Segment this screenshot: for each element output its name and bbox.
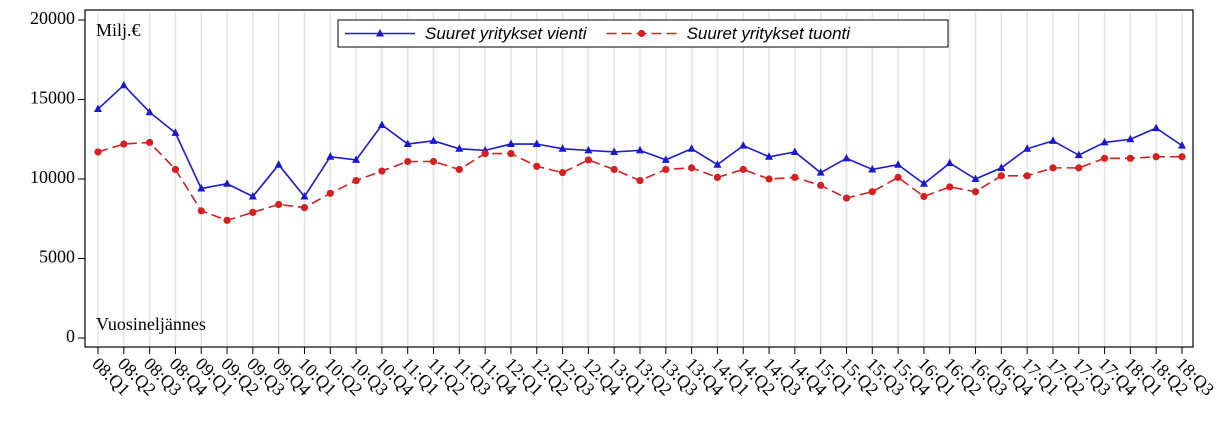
marker xyxy=(533,162,541,170)
marker xyxy=(1100,154,1109,162)
marker xyxy=(145,107,154,116)
marker xyxy=(894,160,903,168)
marker xyxy=(1023,172,1031,180)
marker xyxy=(326,189,334,197)
marker xyxy=(1049,164,1057,172)
marker xyxy=(584,156,592,164)
marker xyxy=(739,165,747,174)
marker xyxy=(816,168,825,176)
marker xyxy=(481,149,489,158)
marker xyxy=(765,175,773,183)
y-tick-label: 0 xyxy=(66,326,75,346)
marker xyxy=(920,192,928,201)
x-annotation: Vuosineljännes xyxy=(96,314,206,334)
marker xyxy=(997,172,1005,180)
marker xyxy=(1152,153,1160,161)
marker xyxy=(1100,137,1109,146)
marker xyxy=(687,144,696,152)
marker xyxy=(404,157,412,166)
y-tick-label: 5000 xyxy=(39,247,75,267)
marker xyxy=(455,165,463,174)
marker xyxy=(248,191,257,200)
y-annotation: Milj.€ xyxy=(96,20,141,40)
marker xyxy=(352,176,360,185)
marker xyxy=(817,181,825,189)
marker xyxy=(558,169,567,177)
marker xyxy=(1074,150,1083,159)
marker xyxy=(636,145,644,154)
marker xyxy=(765,152,774,160)
marker xyxy=(946,183,954,191)
marker xyxy=(610,165,618,174)
legend-label: Suuret yritykset vienti xyxy=(425,24,588,43)
marker xyxy=(558,144,567,152)
marker xyxy=(377,120,386,128)
marker xyxy=(403,139,412,148)
marker xyxy=(300,191,309,200)
marker xyxy=(945,158,954,167)
legend-label: Suuret yritykset tuonti xyxy=(687,24,852,43)
marker xyxy=(636,176,644,185)
marker xyxy=(274,160,283,168)
marker xyxy=(249,208,257,216)
marker xyxy=(223,179,232,187)
marker xyxy=(1126,154,1134,162)
marker xyxy=(1152,123,1161,132)
marker xyxy=(197,207,205,215)
marker xyxy=(1178,141,1186,149)
marker xyxy=(610,147,619,155)
marker xyxy=(739,141,748,149)
marker xyxy=(300,204,309,212)
marker xyxy=(429,157,438,166)
marker xyxy=(971,188,980,196)
marker xyxy=(94,104,102,113)
marker xyxy=(894,173,902,182)
legend-marker xyxy=(637,29,646,38)
marker xyxy=(429,136,438,144)
marker xyxy=(94,148,102,156)
marker xyxy=(713,160,722,168)
marker xyxy=(532,139,541,148)
marker xyxy=(507,149,515,158)
marker xyxy=(584,145,593,154)
marker xyxy=(326,152,335,160)
marker xyxy=(119,80,128,89)
marker xyxy=(506,139,515,148)
marker xyxy=(791,173,799,182)
marker xyxy=(842,153,851,162)
marker xyxy=(146,138,154,147)
marker xyxy=(997,163,1006,171)
marker xyxy=(378,167,386,175)
marker xyxy=(971,174,980,182)
marker xyxy=(1075,164,1083,172)
marker xyxy=(120,140,128,148)
marker xyxy=(868,164,877,173)
marker xyxy=(842,194,851,202)
y-tick-label: 20000 xyxy=(30,8,75,28)
marker xyxy=(352,155,361,163)
marker xyxy=(1023,144,1032,152)
y-tick-label: 10000 xyxy=(30,167,75,187)
marker xyxy=(713,173,722,182)
marker xyxy=(790,147,799,155)
marker xyxy=(919,179,928,187)
marker xyxy=(275,200,283,209)
y-tick-label: 15000 xyxy=(30,88,75,108)
marker xyxy=(661,155,670,163)
marker xyxy=(455,144,464,152)
marker xyxy=(223,216,231,224)
marker xyxy=(1048,136,1057,144)
marker xyxy=(688,164,696,172)
marker xyxy=(1178,153,1186,161)
marker xyxy=(197,184,206,192)
legend-marker xyxy=(376,29,384,37)
marker xyxy=(662,165,670,174)
marker xyxy=(171,128,180,136)
marker xyxy=(1126,134,1135,143)
marker xyxy=(171,165,180,174)
marker xyxy=(868,188,876,196)
